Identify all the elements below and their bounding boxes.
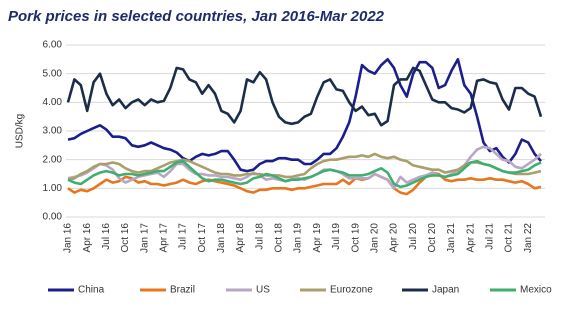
y-tick-label: 2.00 [43,154,63,165]
series-line [67,171,542,196]
x-tick-label: Jul 19 [331,223,342,250]
x-tick-label: Apr 16 [82,223,93,253]
series-line [67,58,542,173]
legend-label: Eurozone [330,285,373,296]
x-tick-label: Apr 17 [159,223,170,253]
x-tick-label: Oct 19 [350,223,361,253]
x-tick-label: Jan 16 [63,223,74,253]
y-tick-label: 6.00 [43,40,63,51]
x-tick-label: Oct 18 [274,223,285,253]
x-tick-label: Apr 20 [389,223,400,253]
series-line [66,66,543,127]
x-tick-label: Jul 18 [254,223,265,250]
x-tick-label: Apr 19 [312,223,323,253]
y-axis-label: USD/kg [15,114,26,148]
x-tick-label: Jul 17 [178,223,189,250]
x-tick-label: Jul 16 [101,223,112,250]
x-tick-label: Jan 22 [523,223,534,253]
x-tick-label: Jan 18 [216,223,227,253]
legend-label: China [78,285,105,296]
x-tick-label: Jan 20 [369,223,380,253]
x-tick-label: Jul 21 [485,223,496,250]
legend-label: Mexico [520,285,552,296]
x-tick-label: Jul 20 [408,223,419,250]
x-tick-label: Oct 21 [504,223,515,253]
y-tick-label: 0.00 [43,212,63,223]
chart-title: Pork prices in selected countries, Jan 2… [8,8,385,25]
series-line [67,152,542,181]
y-tick-label: 3.00 [43,126,63,137]
y-tick-label: 1.00 [43,183,63,194]
x-tick-label: Apr 21 [465,223,476,253]
x-tick-label: Jan 19 [293,223,304,253]
x-tick-label: Jan 21 [446,223,457,253]
legend-label: Brazil [170,285,195,296]
x-tick-label: Oct 16 [120,223,131,253]
x-tick-label: Apr 18 [235,223,246,253]
x-tick-label: Jan 17 [139,223,150,253]
y-tick-label: 5.00 [43,68,63,79]
y-tick-label: 4.00 [43,97,63,108]
legend-label: Japan [432,285,459,296]
legend-label: US [256,285,270,296]
x-tick-label: Oct 17 [197,223,208,253]
x-tick-label: Oct 20 [427,223,438,253]
series-line [67,159,542,189]
